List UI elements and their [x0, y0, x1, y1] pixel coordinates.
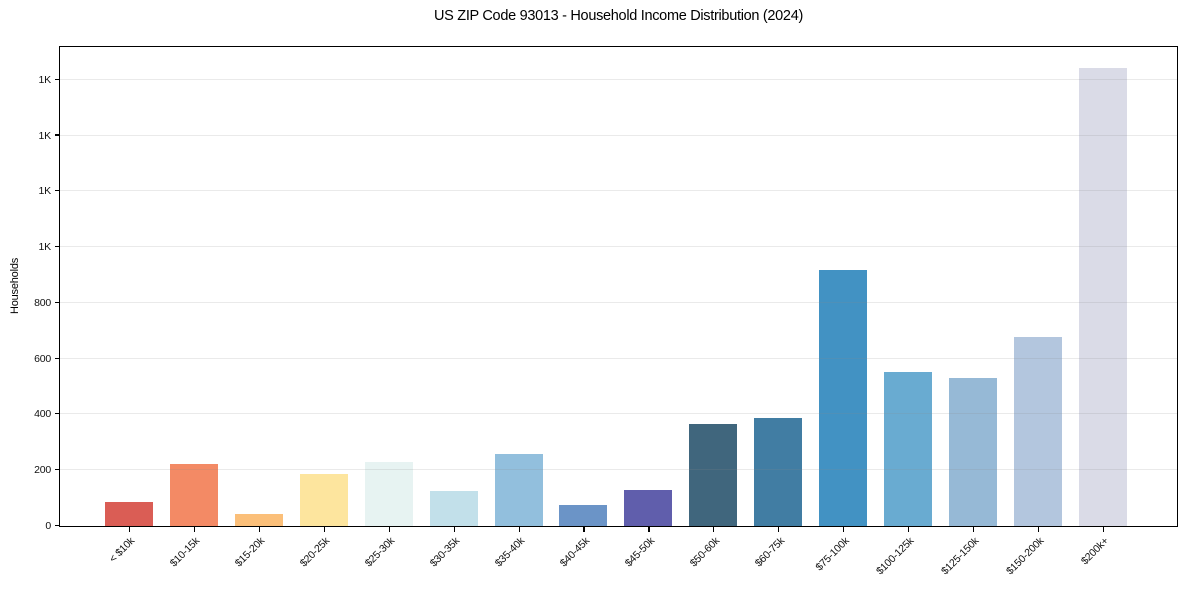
y-tick-label: 1K	[38, 241, 52, 254]
x-tick-label: $75-100k	[813, 535, 852, 574]
bar	[1078, 68, 1127, 526]
bar-slot: $125-150k	[939, 47, 997, 577]
x-tick-label: $100-125k	[874, 535, 917, 578]
y-tick-mark	[55, 78, 60, 80]
y-tick-label: 200	[34, 464, 51, 477]
y-tick-label: 600	[34, 352, 51, 365]
x-tick-mark	[778, 527, 780, 532]
bar-slot: $25-30k	[363, 47, 413, 569]
bar-slot: $200k+	[1078, 47, 1127, 567]
y-tick-mark	[55, 469, 60, 471]
bar	[884, 372, 933, 526]
x-tick-mark	[518, 527, 520, 532]
bar-slot: $35-40k	[493, 47, 543, 569]
x-tick-label: < $10k	[107, 535, 138, 566]
x-tick-label: $45-50k	[622, 535, 657, 570]
y-tick-mark	[55, 134, 60, 136]
bar-slot: $45-50k	[623, 47, 673, 569]
x-tick-label: $150-200k	[1004, 535, 1047, 578]
bar	[948, 378, 997, 526]
x-tick-label: $200k+	[1079, 535, 1112, 568]
x-tick-label: $60-75k	[752, 535, 787, 570]
plot-area: < $10k $10-15k $15-20k $20-25k $25-30k $30-35…	[34, 46, 1178, 577]
x-tick-mark	[583, 527, 585, 532]
bar	[624, 490, 673, 526]
y-tick-mark	[55, 413, 60, 415]
chart-title: US ZIP Code 93013 - Household Income Dis…	[433, 8, 803, 24]
x-tick-mark	[129, 527, 131, 532]
bar	[105, 502, 153, 526]
x-tick-mark	[908, 527, 910, 532]
x-tick-mark	[323, 527, 325, 532]
bar	[169, 464, 218, 526]
bar-slot: $15-20k	[233, 47, 283, 569]
y-tick-label: 400	[34, 408, 51, 421]
x-tick-label: $10-15k	[168, 535, 203, 570]
x-tick-mark	[388, 527, 390, 532]
x-tick-mark	[843, 527, 845, 532]
bar	[1013, 336, 1062, 526]
x-tick-label: $25-30k	[362, 535, 398, 570]
y-axis-label: Households	[9, 257, 21, 315]
y-tick-label: 1K	[38, 73, 52, 86]
bar-slot: $75-100k	[813, 47, 868, 573]
y-tick-mark	[55, 524, 60, 526]
y-tick-label: 0	[45, 520, 51, 532]
x-tick-mark	[972, 527, 975, 532]
bar-slot: < $10k	[105, 47, 153, 565]
bar-slot: $10-15k	[168, 47, 218, 569]
bar-slot: $100-125k	[874, 47, 933, 577]
x-tick-mark	[453, 527, 455, 532]
x-tick-label: $50-60k	[687, 535, 722, 570]
y-tick-label: 1K	[38, 129, 52, 142]
bar-slot: $40-45k	[558, 47, 608, 569]
bar	[494, 453, 543, 526]
y-tick-mark	[55, 246, 60, 248]
bar-slot: $60-75k	[752, 47, 803, 569]
x-tick-mark	[193, 527, 196, 532]
y-tick-label: 1K	[38, 185, 52, 198]
y-tick-mark	[55, 357, 60, 359]
x-tick-label: $20-25k	[297, 535, 333, 570]
x-tick-mark	[713, 527, 715, 532]
bar	[754, 417, 803, 526]
bar-slot: $150-200k	[1004, 47, 1062, 577]
bar	[299, 473, 348, 526]
bar	[364, 462, 413, 526]
x-tick-mark	[258, 527, 261, 532]
bar-slot: $20-25k	[298, 47, 348, 569]
bar	[559, 505, 608, 526]
bar	[689, 424, 738, 526]
x-tick-label: $15-20k	[233, 535, 268, 570]
bar	[429, 490, 478, 526]
x-tick-mark	[1037, 527, 1040, 532]
x-tick-label: $30-35k	[427, 535, 463, 570]
bar	[819, 270, 868, 526]
bar	[234, 514, 283, 526]
bar-slot: $30-35k	[428, 47, 478, 569]
y-tick-mark	[55, 301, 60, 303]
bars-container: < $10k $10-15k $15-20k $20-25k $25-30k $30-35…	[60, 47, 1177, 577]
x-tick-label: $40-45k	[557, 535, 592, 570]
x-tick-mark	[1102, 527, 1105, 532]
x-tick-label: $125-150k	[939, 535, 982, 578]
bar-slot: $50-60k	[687, 47, 738, 569]
y-tick-mark	[55, 190, 60, 192]
x-tick-mark	[648, 527, 650, 532]
x-tick-label: $35-40k	[492, 535, 528, 570]
y-tick-label: 800	[34, 296, 51, 309]
